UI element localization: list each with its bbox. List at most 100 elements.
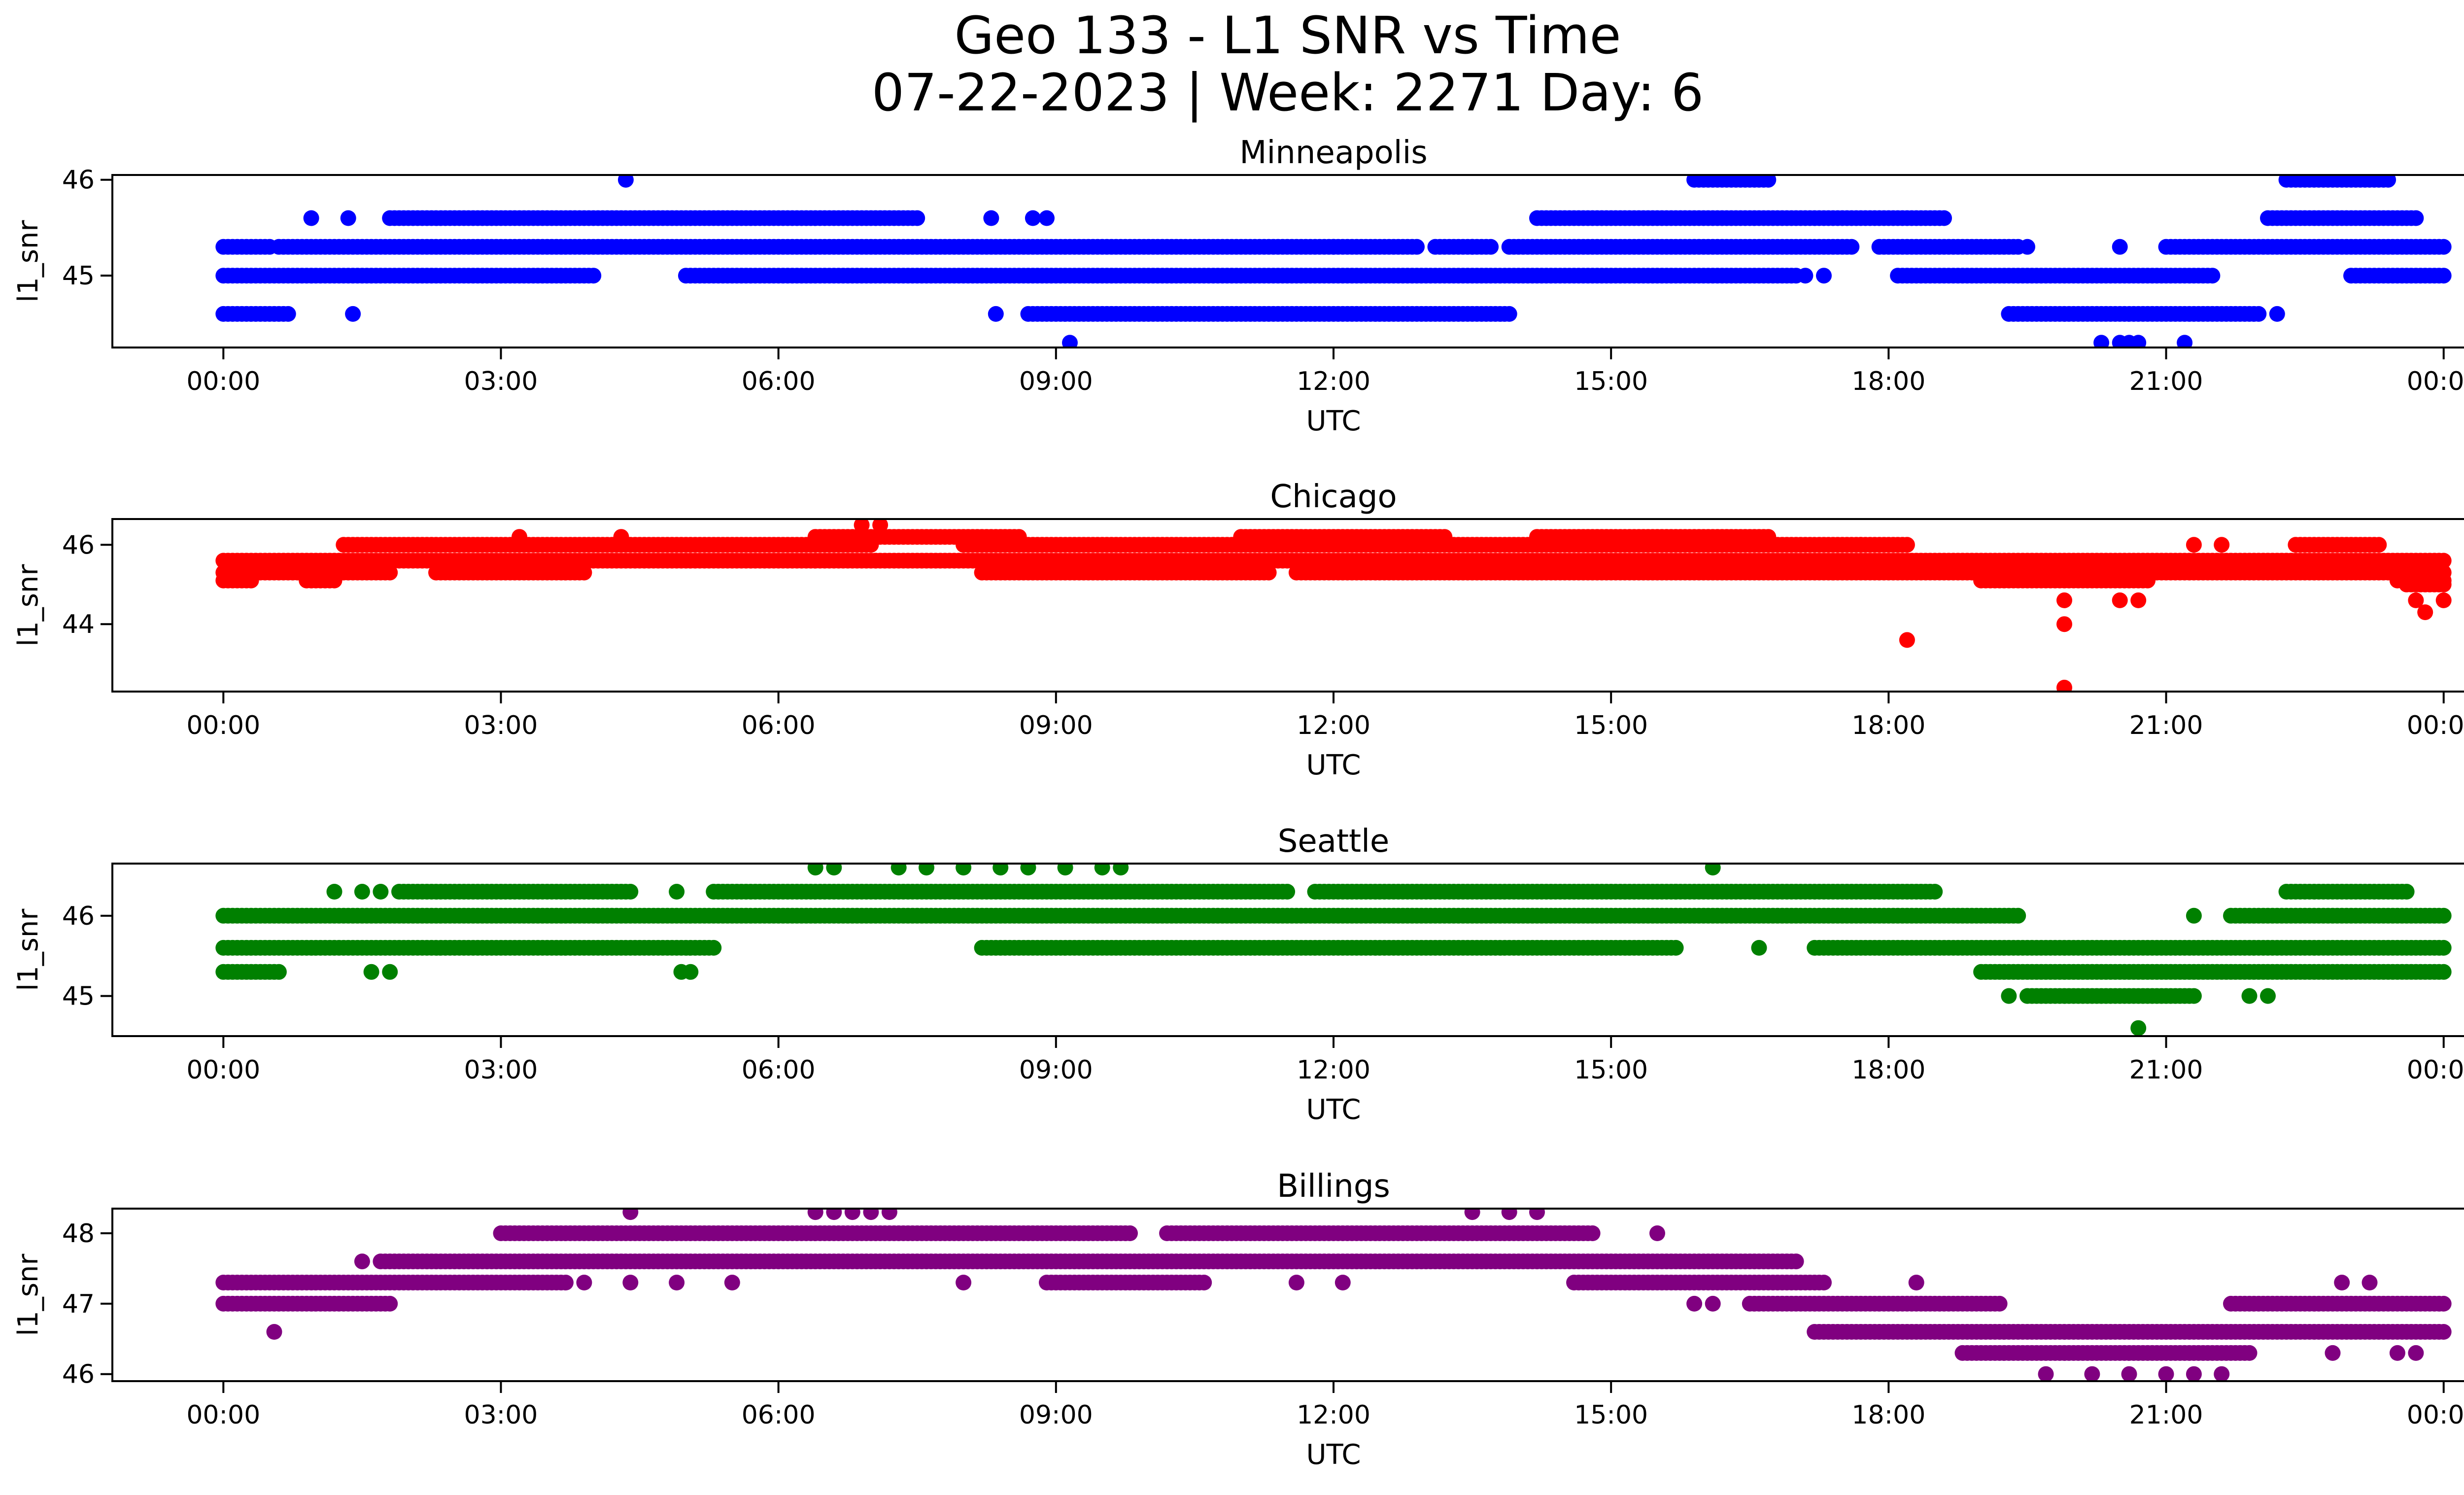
- data-point: [683, 964, 699, 980]
- data-point: [2056, 616, 2072, 632]
- data-point: [2398, 884, 2415, 900]
- data-point: [2435, 576, 2452, 592]
- data-point: [2186, 537, 2202, 553]
- data-point: [2112, 239, 2128, 255]
- data-point: [2417, 604, 2433, 621]
- x-tick-label: 06:00: [742, 711, 816, 740]
- data-point: [1483, 239, 1499, 255]
- data-point: [1899, 632, 1915, 648]
- data-point: [2251, 306, 2267, 322]
- data-point: [2130, 592, 2147, 608]
- data-point: [1760, 529, 1777, 545]
- data-point: [1025, 210, 1041, 226]
- data-point: [340, 210, 356, 226]
- data-point: [1991, 1295, 2008, 1312]
- data-point: [1122, 1225, 1138, 1241]
- x-tick-label: 00:00: [186, 1055, 260, 1085]
- data-point: [909, 210, 925, 226]
- panel-title-billings: Billings: [1277, 1168, 1390, 1205]
- data-point: [1057, 864, 1073, 876]
- data-point: [2380, 175, 2396, 188]
- data-point: [2435, 964, 2452, 980]
- x-tick-label: 06:00: [742, 367, 816, 396]
- data-point: [512, 529, 527, 545]
- x-tick-label: 09:00: [1019, 1055, 1093, 1085]
- data-point: [2408, 592, 2424, 608]
- data-point: [1062, 335, 1078, 348]
- data-point: [1261, 564, 1277, 581]
- data-point: [2010, 907, 2026, 924]
- data-point: [617, 175, 634, 188]
- series-billings: [215, 1209, 2452, 1381]
- data-point: [2435, 553, 2452, 569]
- data-point: [919, 864, 934, 876]
- data-point: [585, 268, 602, 284]
- data-point: [280, 306, 296, 322]
- data-point: [956, 864, 972, 876]
- y-axis-label: l1_snr: [12, 220, 44, 303]
- data-point: [2435, 1295, 2452, 1312]
- data-point: [1020, 864, 1036, 876]
- data-point: [1279, 884, 1296, 900]
- data-point: [1816, 1275, 1832, 1290]
- data-point: [382, 1295, 398, 1312]
- data-point: [1437, 529, 1453, 545]
- data-point: [2177, 335, 2193, 348]
- series-minneapolis: [215, 175, 2452, 348]
- data-point: [2435, 939, 2452, 956]
- x-tick-label: 03:00: [464, 367, 538, 396]
- data-point: [271, 964, 287, 980]
- data-point: [2260, 988, 2276, 1004]
- data-point: [326, 572, 342, 589]
- x-tick-label: 15:00: [1574, 711, 1648, 740]
- data-point: [1326, 239, 1341, 255]
- data-point: [2408, 210, 2424, 226]
- data-point: [2435, 239, 2452, 255]
- data-point: [2241, 988, 2258, 1004]
- y-axis-label: l1_snr: [12, 908, 44, 991]
- data-point: [1760, 175, 1777, 188]
- x-tick-label: 00:00: [186, 367, 260, 396]
- data-point: [2435, 592, 2452, 608]
- x-tick-label: 03:00: [464, 711, 538, 740]
- figure-title-line-2: 07-22-2023 | Week: 2271 Day: 6: [872, 63, 1704, 123]
- data-point: [706, 939, 722, 956]
- data-point: [1113, 864, 1129, 876]
- data-point: [382, 564, 398, 581]
- data-point: [1751, 939, 1767, 956]
- data-point: [1196, 1275, 1212, 1290]
- data-point: [354, 884, 370, 900]
- data-point: [826, 864, 842, 876]
- x-tick-label: 21:00: [2129, 367, 2203, 396]
- data-point: [303, 210, 319, 226]
- x-tick-label: 18:00: [1851, 367, 1925, 396]
- series-chicago: [215, 519, 2452, 692]
- data-point: [576, 564, 592, 581]
- data-point: [1501, 306, 1517, 322]
- data-point: [1668, 939, 1684, 956]
- data-point: [1936, 210, 1952, 226]
- data-point: [2056, 592, 2072, 608]
- x-tick-label: 12:00: [1297, 367, 1370, 396]
- data-point: [363, 964, 379, 980]
- data-point: [1927, 884, 1943, 900]
- x-tick-label: 09:00: [1019, 367, 1093, 396]
- series-seattle: [215, 864, 2452, 1036]
- x-axis-label: UTC: [1306, 1094, 1361, 1126]
- data-point: [1705, 864, 1721, 876]
- data-point: [2186, 907, 2202, 924]
- data-point: [1464, 239, 1480, 255]
- data-point: [2093, 335, 2110, 348]
- x-axis-label: UTC: [1306, 749, 1361, 781]
- data-point: [622, 884, 639, 900]
- data-point: [1039, 210, 1055, 226]
- y-tick-label: 44: [62, 610, 95, 639]
- data-point: [983, 210, 999, 226]
- data-point: [326, 884, 342, 900]
- data-point: [345, 306, 361, 322]
- x-tick-label: 18:00: [1851, 1055, 1925, 1085]
